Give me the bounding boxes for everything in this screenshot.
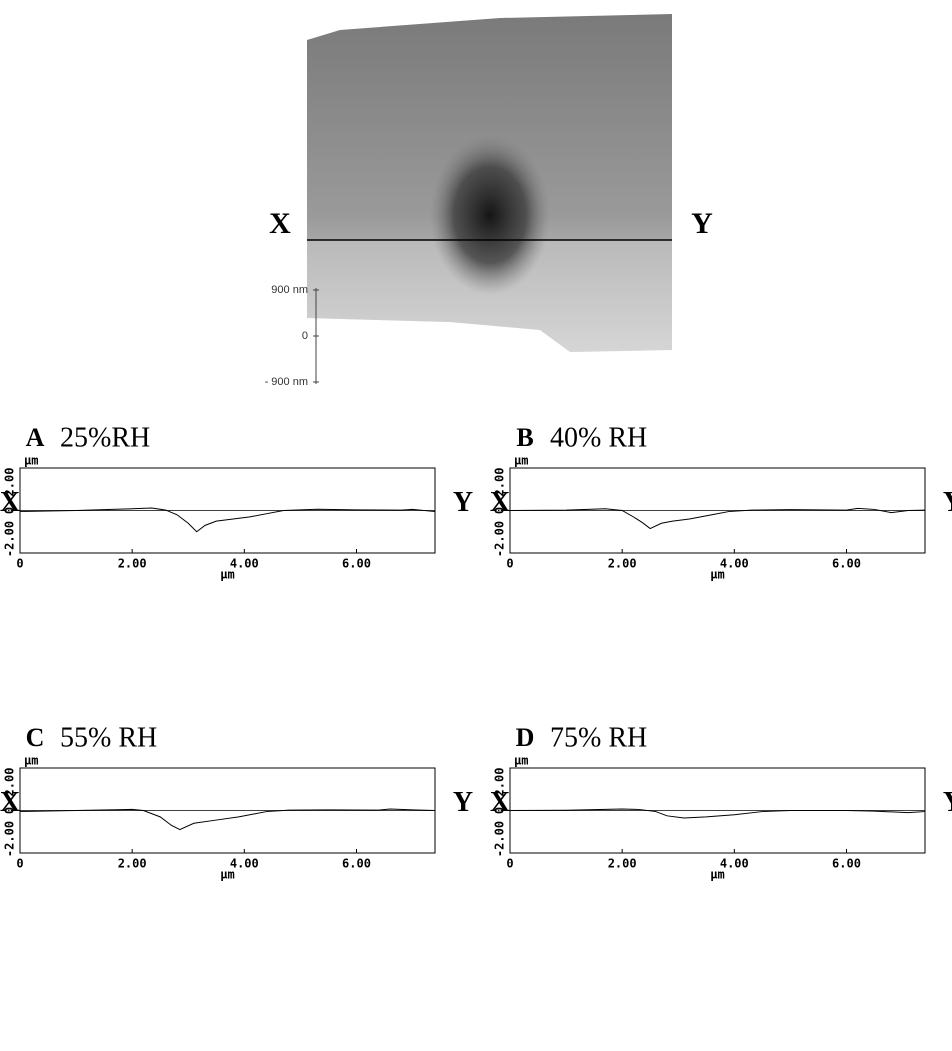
- x-tick-label: 2.00: [608, 857, 637, 871]
- scale-label: 900 nm: [271, 284, 308, 296]
- x-tick-label: 0: [506, 857, 513, 871]
- afm-pit: [430, 135, 550, 295]
- x-tick-label: 2.00: [118, 857, 147, 871]
- y-tick-label: -2.00: [493, 821, 507, 857]
- panel-label: A: [26, 423, 45, 452]
- y-tick-label: -2.00: [493, 521, 507, 557]
- figure: X Y 900 nm0- 900 nmA25%RH2.000-2.0002.00…: [0, 0, 952, 1051]
- x-tick-label: 0: [506, 557, 513, 571]
- x-tick-label: 0: [16, 557, 23, 571]
- profile-line: [20, 809, 435, 830]
- chart-title: 25%RH: [60, 422, 150, 453]
- x-axis-label: μm: [220, 568, 234, 582]
- x-tick-label: 6.00: [342, 857, 371, 871]
- chart-title: 75% RH: [550, 722, 647, 753]
- left-label: X: [0, 787, 20, 818]
- scale-label: 0: [302, 330, 308, 342]
- left-label: X: [490, 487, 510, 518]
- y-axis-label: μm: [514, 454, 528, 468]
- right-label: Y: [943, 487, 952, 518]
- left-label: X: [0, 487, 20, 518]
- profile-line: [510, 508, 925, 528]
- scale-label: - 900 nm: [265, 376, 308, 388]
- x-tick-label: 2.00: [118, 557, 147, 571]
- x-axis-label: μm: [710, 568, 724, 582]
- afm-right-label: Y: [691, 207, 713, 240]
- chart-title: 40% RH: [550, 422, 647, 453]
- x-tick-label: 2.00: [608, 557, 637, 571]
- x-tick-label: 6.00: [342, 557, 371, 571]
- profile-line: [20, 508, 435, 532]
- x-tick-label: 0: [16, 857, 23, 871]
- panel-label: C: [26, 723, 45, 752]
- panel-label: D: [516, 723, 535, 752]
- y-axis-label: μm: [514, 754, 528, 768]
- chart-title: 55% RH: [60, 722, 157, 753]
- y-tick-label: -2.00: [3, 521, 17, 557]
- right-label: Y: [453, 487, 473, 518]
- y-axis-label: μm: [24, 754, 38, 768]
- x-axis-label: μm: [220, 868, 234, 882]
- y-tick-label: -2.00: [3, 821, 17, 857]
- right-label: Y: [453, 787, 473, 818]
- afm-image: X Y: [269, 14, 713, 384]
- afm-left-label: X: [269, 207, 291, 240]
- x-tick-label: 6.00: [832, 557, 861, 571]
- right-label: Y: [943, 787, 952, 818]
- x-tick-label: 6.00: [832, 857, 861, 871]
- x-axis-label: μm: [710, 868, 724, 882]
- left-label: X: [490, 787, 510, 818]
- panel-label: B: [516, 423, 533, 452]
- y-axis-label: μm: [24, 454, 38, 468]
